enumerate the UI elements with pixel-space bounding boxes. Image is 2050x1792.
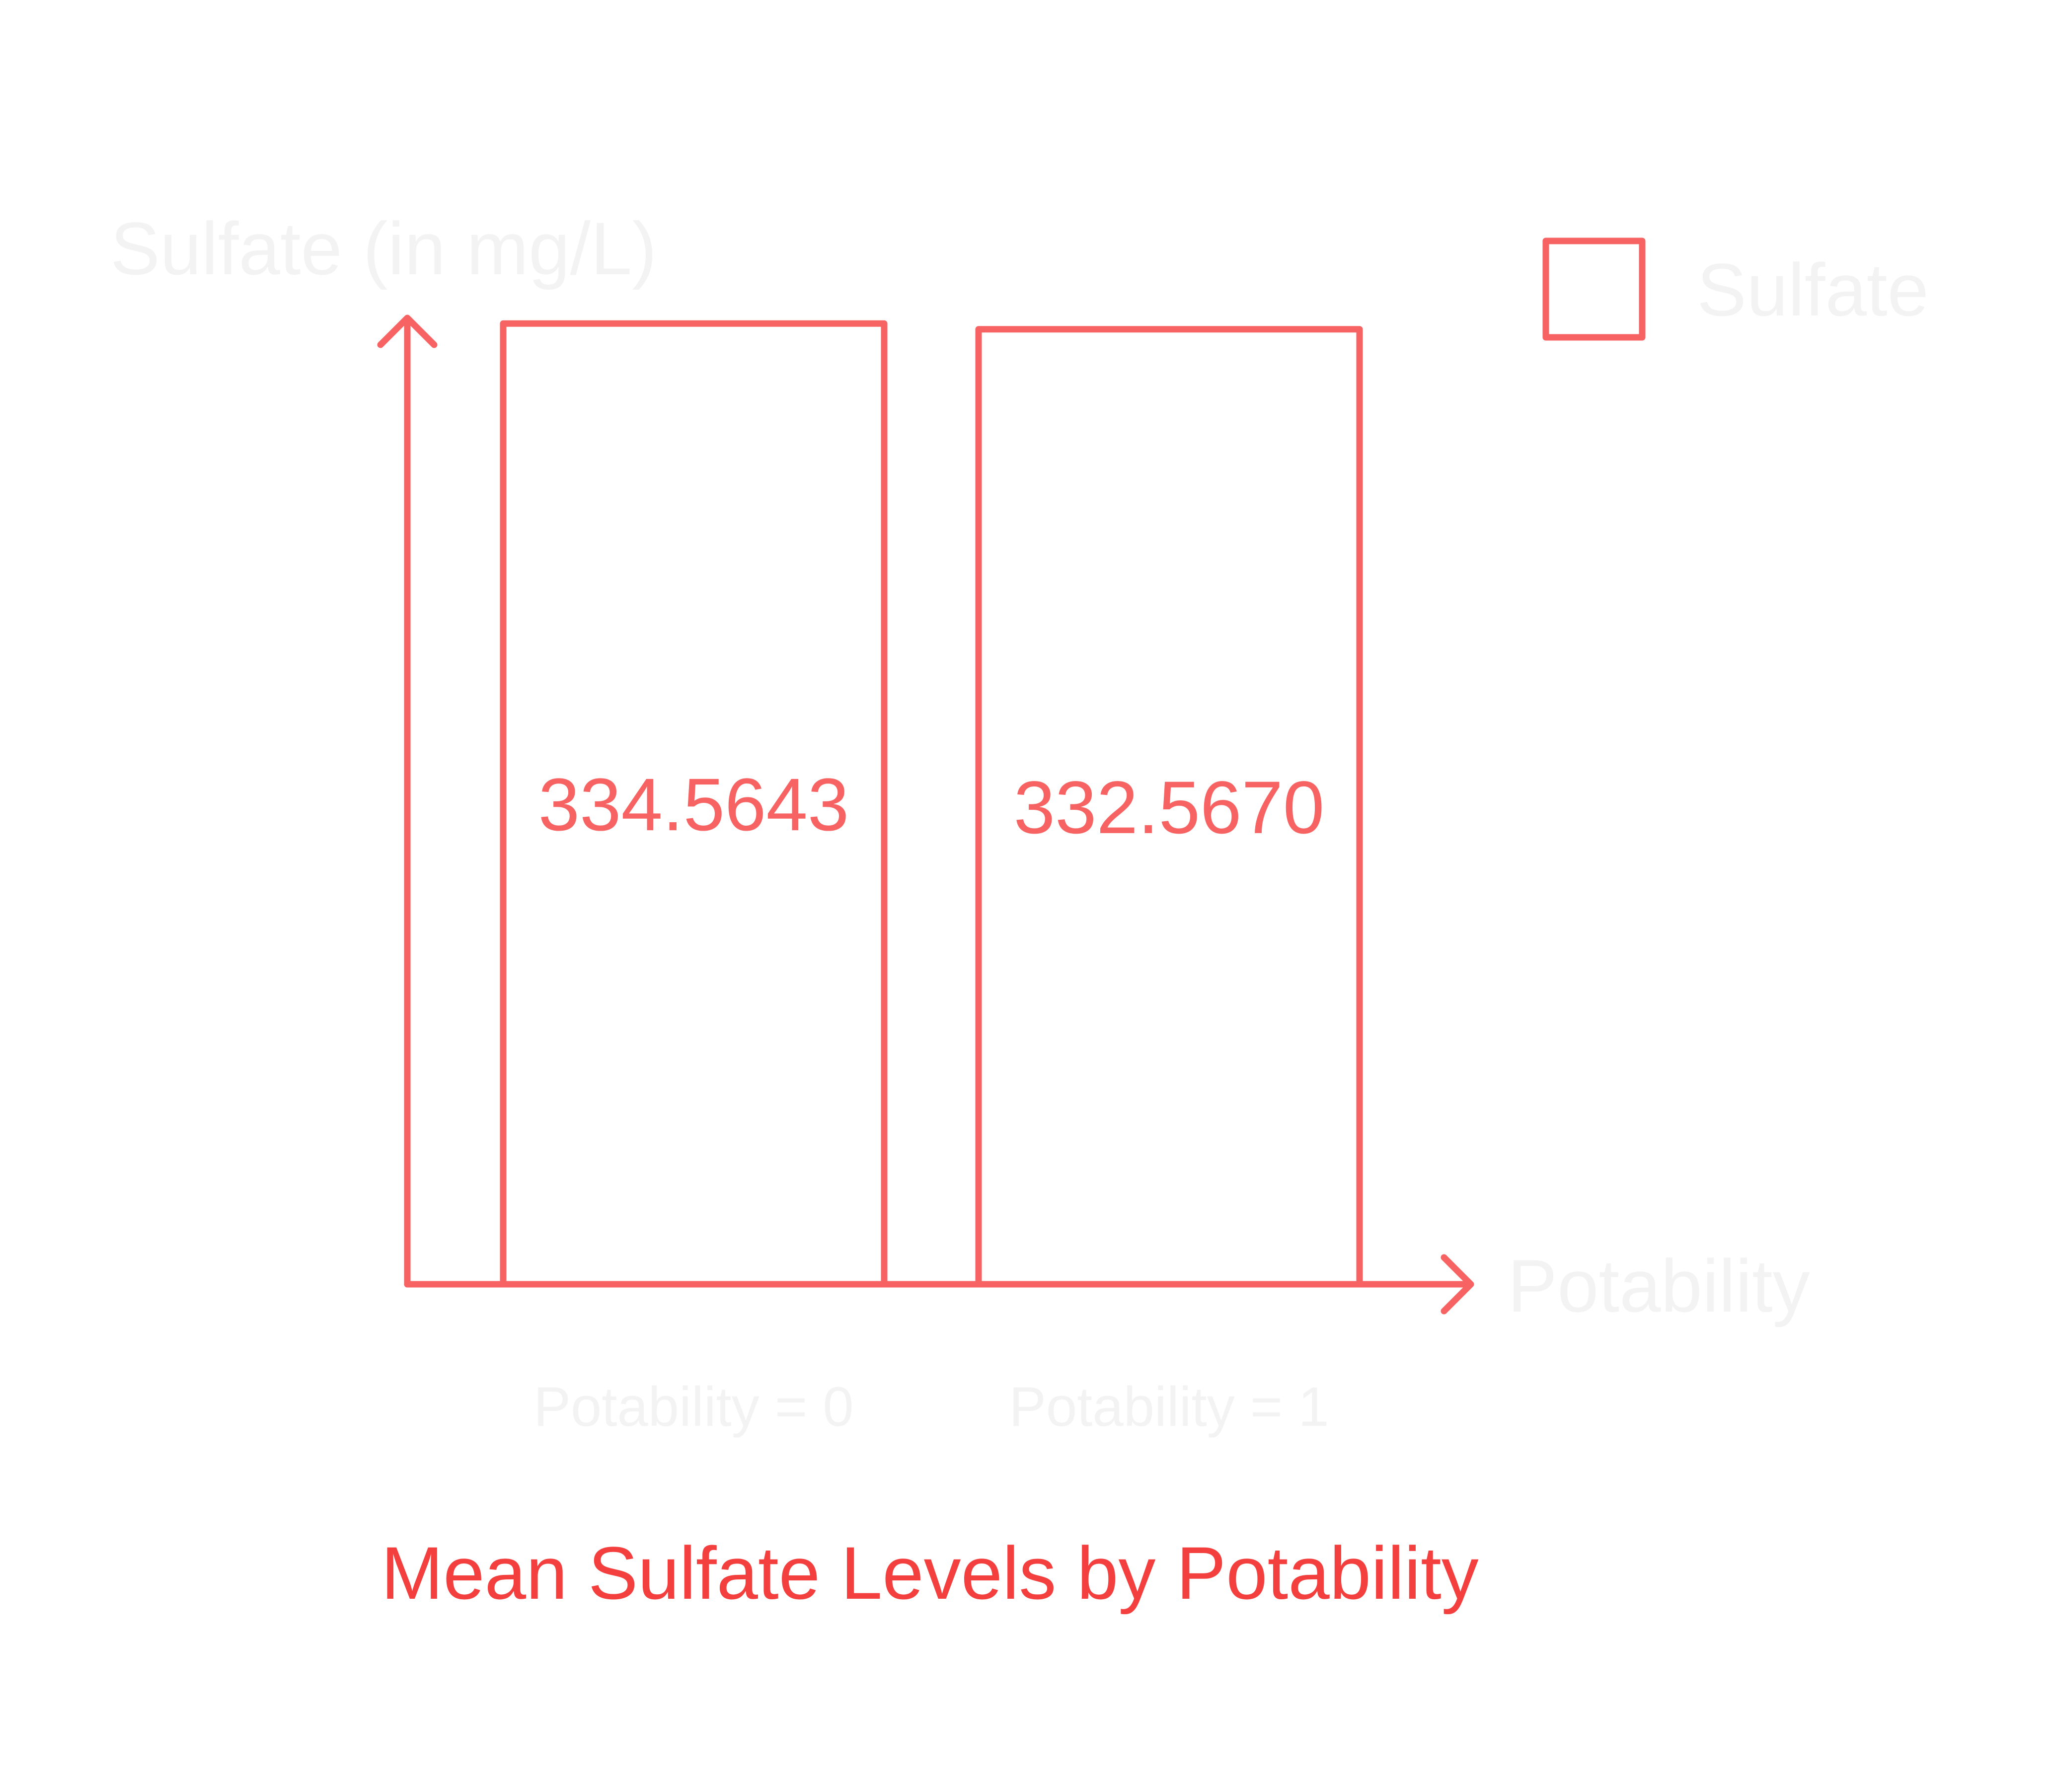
chart-title: Mean Sulfate Levels by Potability xyxy=(381,1531,1479,1615)
value-label-potability-1: 332.5670 xyxy=(1014,766,1325,849)
x-axis-label: Potability xyxy=(1508,1244,1810,1327)
legend-label-sulfate: Sulfate xyxy=(1697,248,1929,331)
y-axis-label: Sulfate (in mg/L) xyxy=(110,207,657,290)
x-tick-label-potability-1: Potability = 1 xyxy=(1009,1376,1329,1438)
bar-potability-0 xyxy=(500,320,888,1288)
legend: Sulfate xyxy=(1542,237,1929,341)
bars xyxy=(500,320,1363,1288)
legend-swatch-sulfate xyxy=(1542,237,1646,341)
x-tick-label-potability-0: Potability = 0 xyxy=(533,1376,853,1438)
bar-potability-1 xyxy=(975,326,1363,1288)
y-axis-arrowhead xyxy=(377,314,438,348)
value-label-potability-0: 334.5643 xyxy=(538,763,849,846)
x-axis-arrowhead xyxy=(1441,1254,1474,1315)
